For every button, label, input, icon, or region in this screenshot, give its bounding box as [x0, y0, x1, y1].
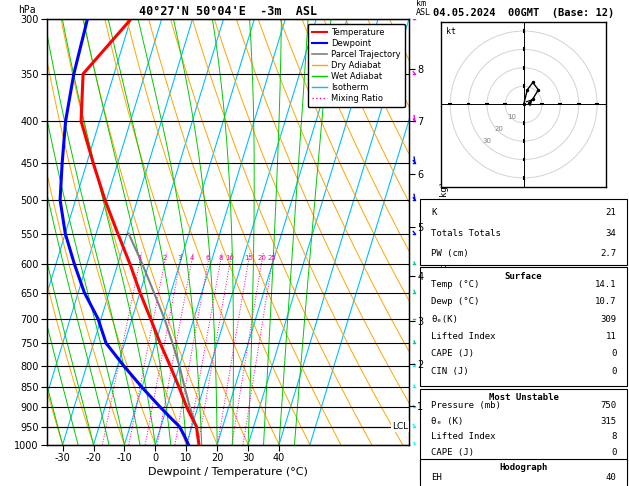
Text: Pressure (mb): Pressure (mb) [431, 401, 501, 410]
Title: 40°27'N 50°04'E  -3m  ASL: 40°27'N 50°04'E -3m ASL [139, 5, 317, 18]
Text: 11: 11 [606, 332, 616, 341]
Text: hPa: hPa [18, 5, 36, 15]
Text: 10.7: 10.7 [595, 297, 616, 306]
Text: K: K [431, 208, 437, 217]
Text: 10: 10 [507, 114, 516, 120]
Bar [420, 199, 627, 265]
Text: 315: 315 [600, 417, 616, 426]
Text: 4: 4 [189, 255, 194, 261]
Bar [420, 267, 627, 386]
Text: CIN (J): CIN (J) [431, 464, 469, 472]
Text: CAPE (J): CAPE (J) [431, 448, 474, 457]
Text: 0: 0 [611, 349, 616, 359]
Text: 04.05.2024  00GMT  (Base: 12): 04.05.2024 00GMT (Base: 12) [433, 8, 615, 18]
Text: 309: 309 [600, 314, 616, 324]
Text: CAPE (J): CAPE (J) [431, 349, 474, 359]
Text: Dewp (°C): Dewp (°C) [431, 297, 479, 306]
X-axis label: Dewpoint / Temperature (°C): Dewpoint / Temperature (°C) [148, 467, 308, 477]
Text: 15: 15 [244, 255, 253, 261]
Text: 0: 0 [611, 464, 616, 472]
Text: 34: 34 [606, 228, 616, 238]
Text: 21: 21 [606, 208, 616, 217]
Text: 1: 1 [137, 255, 142, 261]
Text: Most Unstable: Most Unstable [489, 393, 559, 402]
Text: 25: 25 [268, 255, 277, 261]
Text: 2: 2 [162, 255, 167, 261]
Bar [420, 459, 627, 486]
Text: θₑ(K): θₑ(K) [431, 314, 458, 324]
Bar [420, 389, 627, 481]
Text: 3: 3 [178, 255, 182, 261]
Text: Lifted Index: Lifted Index [431, 433, 496, 441]
Text: PW (cm): PW (cm) [431, 249, 469, 258]
Text: CIN (J): CIN (J) [431, 367, 469, 376]
Text: θₑ (K): θₑ (K) [431, 417, 463, 426]
Text: kt: kt [446, 27, 456, 36]
Text: 14.1: 14.1 [595, 280, 616, 289]
Text: 10: 10 [226, 255, 235, 261]
Text: 20: 20 [494, 126, 503, 132]
Text: LCL: LCL [392, 422, 408, 431]
Text: Totals Totals: Totals Totals [431, 228, 501, 238]
Text: 0: 0 [611, 448, 616, 457]
Text: Temp (°C): Temp (°C) [431, 280, 479, 289]
Text: Surface: Surface [505, 272, 542, 281]
Text: 2.7: 2.7 [600, 249, 616, 258]
Text: Lifted Index: Lifted Index [431, 332, 496, 341]
Text: EH: EH [431, 473, 442, 482]
Text: 8: 8 [218, 255, 223, 261]
Text: 8: 8 [611, 433, 616, 441]
Text: 750: 750 [600, 401, 616, 410]
Text: km
ASL: km ASL [416, 0, 431, 17]
Text: 20: 20 [257, 255, 266, 261]
Legend: Temperature, Dewpoint, Parcel Trajectory, Dry Adiabat, Wet Adiabat, Isotherm, Mi: Temperature, Dewpoint, Parcel Trajectory… [308, 24, 404, 107]
Text: Hodograph: Hodograph [499, 463, 548, 472]
Text: 40: 40 [606, 473, 616, 482]
Text: Mixing Ratio (g/kg): Mixing Ratio (g/kg) [440, 181, 448, 283]
Text: 0: 0 [611, 367, 616, 376]
Text: 30: 30 [482, 139, 491, 144]
Text: 6: 6 [206, 255, 210, 261]
